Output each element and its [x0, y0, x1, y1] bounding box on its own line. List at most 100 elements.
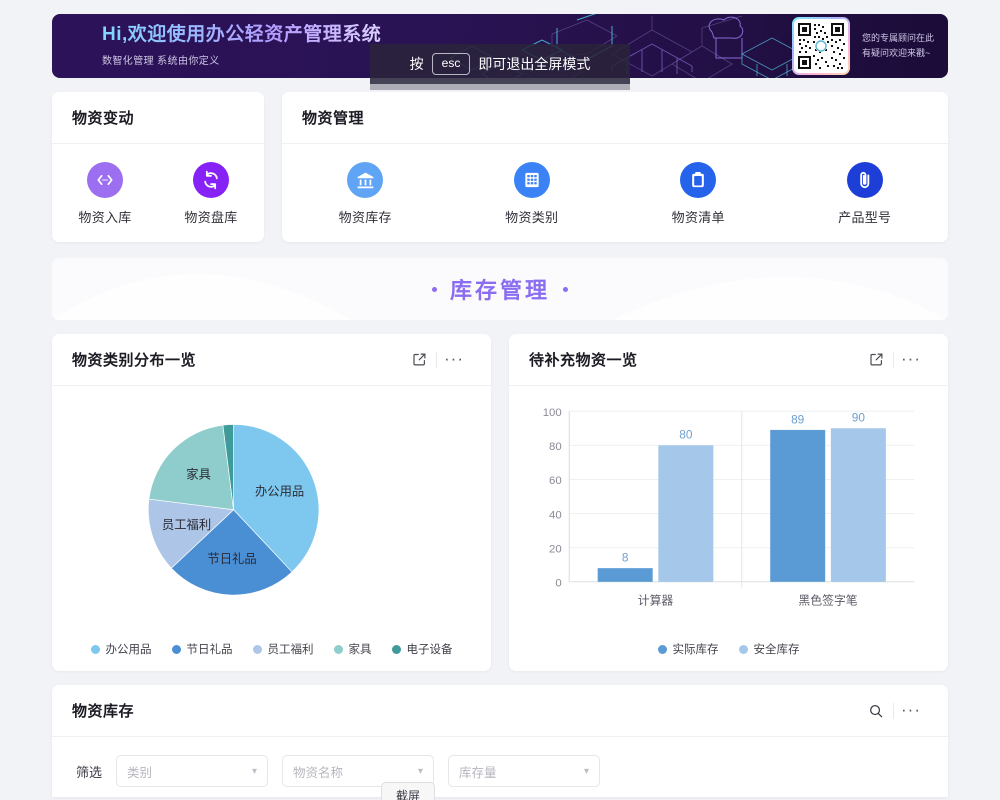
- shortcut-material-stock[interactable]: 物资库存: [282, 162, 449, 226]
- y-axis-tick: 20: [549, 543, 562, 555]
- material-change-title: 物资变动: [72, 110, 135, 127]
- filter-placeholder: 物资名称: [293, 765, 344, 780]
- category-distribution-title: 物资类别分布一览: [72, 352, 197, 369]
- material-change-card: 物资变动 物资入库: [52, 92, 264, 242]
- pie-slice-4[interactable]: [222, 424, 234, 510]
- section-title: 库存管理: [449, 278, 550, 303]
- replenish-header: 待补充物资一览 ···: [509, 334, 948, 386]
- x-axis-category-label: 计算器: [638, 594, 674, 608]
- grid-icon: [513, 162, 550, 198]
- bar-0-1[interactable]: [658, 445, 714, 582]
- pie-slice-label: 节日礼品: [207, 551, 256, 566]
- shortcut-product-model[interactable]: 产品型号: [782, 162, 949, 226]
- band-decoration: [52, 274, 948, 320]
- pie-slice-label: 办公用品: [255, 483, 304, 498]
- bank-icon: [347, 162, 384, 198]
- shortcut-label: 产品型号: [838, 210, 892, 225]
- legend-item-0[interactable]: 实际库存: [657, 641, 719, 657]
- shortcut-label: 物资入库: [78, 210, 132, 225]
- legend-swatch: [90, 644, 100, 654]
- bar-value-label: 90: [852, 411, 866, 425]
- more-dots-icon[interactable]: ···: [444, 349, 464, 369]
- paperclip-icon: [846, 162, 883, 198]
- pie-slice-2[interactable]: [147, 498, 235, 569]
- search-icon[interactable]: [859, 696, 893, 726]
- more-dots-icon[interactable]: ···: [901, 349, 921, 369]
- y-axis-tick: 60: [549, 475, 562, 487]
- qr-code-icon[interactable]: [793, 19, 848, 73]
- replenish-card: 待补充物资一览 ··· 0 20 40 60 80 100 8 80 计算器 89 90 黑色签字笔 …: [509, 334, 948, 671]
- legend-item-0[interactable]: 办公用品: [90, 641, 152, 657]
- legend-item-1[interactable]: 节日礼品: [171, 641, 233, 657]
- material-manage-header: 物资管理: [282, 92, 948, 144]
- shortcut-material-category[interactable]: 物资类别: [449, 162, 616, 226]
- y-axis-tick: 100: [543, 407, 562, 419]
- tool-separator: [893, 702, 894, 719]
- legend-label: 实际库存: [672, 644, 719, 656]
- filter-label: 筛选: [76, 764, 103, 780]
- chevron-down-icon: ▾: [583, 765, 590, 777]
- shortcut-label: 物资清单: [671, 210, 725, 225]
- bar-value-label: 8: [622, 551, 629, 565]
- bar-chart-svg: 0 20 40 60 80 100 8 80 计算器 89 90 黑色签字笔: [543, 407, 915, 608]
- shortcut-material-stocktake[interactable]: 物资盘库: [158, 162, 264, 226]
- legend-item-1[interactable]: 安全库存: [738, 641, 800, 657]
- material-manage-card: 物资管理 物资库存: [282, 92, 948, 242]
- charts-row: 物资类别分布一览 ··· 办公用品 节日礼品 员工福利 家具 办公用品 节日礼品 员工福利…: [52, 334, 948, 671]
- legend-label: 电子设备: [406, 644, 453, 656]
- section-inventory-management: 库存管理: [52, 258, 948, 320]
- legend-label: 员工福利: [267, 644, 314, 656]
- bar-legend: 实际库存 安全库存: [509, 641, 948, 671]
- filter-select-stock-amount[interactable]: 库存量 ▾: [448, 755, 601, 787]
- pie-slice-0[interactable]: [233, 424, 320, 573]
- material-manage-body: 物资库存: [282, 144, 948, 242]
- hint-shadow: [370, 84, 630, 90]
- pie-slice-3[interactable]: [148, 424, 234, 511]
- inventory-card: 物资库存 ··· 筛选 类别 ▾ 物资名称 ▾ 库: [52, 685, 948, 797]
- legend-swatch: [738, 644, 748, 654]
- banner-subtitle: 数智化管理 系统由你定义: [102, 55, 220, 67]
- hint-suffix: 即可退出全屏模式: [478, 56, 591, 72]
- banner-greeting: Hi,欢迎使用办公轻资产管理系统: [102, 24, 792, 47]
- legend-swatch: [657, 644, 667, 654]
- shortcut-material-list[interactable]: 物资清单: [615, 162, 782, 226]
- bar-chart: 0 20 40 60 80 100 8 80 计算器 89 90 黑色签字笔: [509, 386, 948, 641]
- y-axis-tick: 40: [549, 509, 562, 521]
- qr-code-frame[interactable]: [791, 17, 850, 75]
- legend-swatch: [171, 644, 181, 654]
- category-distribution-header: 物资类别分布一览 ···: [52, 334, 491, 386]
- bar-1-0[interactable]: [770, 429, 826, 582]
- tool-separator: [436, 351, 437, 368]
- inventory-filter-row: 筛选 类别 ▾ 物资名称 ▾ 库存量 ▾: [52, 737, 948, 797]
- legend-item-3[interactable]: 家具: [333, 641, 372, 657]
- hint-prefix: 按: [409, 56, 424, 72]
- external-link-icon[interactable]: [402, 345, 436, 375]
- legend-swatch: [391, 644, 401, 654]
- code-arrows-icon: [87, 162, 123, 198]
- filter-select-category[interactable]: 类别 ▾: [116, 755, 269, 787]
- bar-1-1[interactable]: [830, 428, 886, 582]
- bar-value-label: 89: [791, 412, 805, 426]
- pie-chart: 办公用品 节日礼品 员工福利 家具: [52, 386, 491, 641]
- legend-label: 安全库存: [753, 644, 800, 656]
- tool-separator: [893, 351, 894, 368]
- band-dot-left: [431, 286, 437, 292]
- shortcut-material-inbound[interactable]: 物资入库: [52, 162, 158, 226]
- filter-placeholder: 库存量: [459, 765, 497, 780]
- quick-access-row: 物资变动 物资入库: [52, 92, 948, 242]
- category-distribution-card: 物资类别分布一览 ··· 办公用品 节日礼品 员工福利 家具 办公用品 节日礼品 员工福利…: [52, 334, 491, 671]
- material-change-header: 物资变动: [52, 92, 264, 144]
- filter-select-material-name[interactable]: 物资名称 ▾: [282, 755, 435, 787]
- advisor-line-1: 您的专属顾问在此: [861, 32, 934, 43]
- pie-slice-1[interactable]: [170, 509, 293, 596]
- more-dots-icon[interactable]: ···: [901, 700, 921, 720]
- legend-item-4[interactable]: 电子设备: [391, 641, 453, 657]
- bar-0-0[interactable]: [597, 568, 653, 582]
- replenish-title: 待补充物资一览: [529, 352, 638, 369]
- legend-swatch: [252, 644, 262, 654]
- external-link-icon[interactable]: [859, 345, 893, 375]
- legend-item-2[interactable]: 员工福利: [252, 641, 314, 657]
- screenshot-button[interactable]: 截屏: [381, 782, 435, 800]
- shortcut-label: 物资库存: [338, 210, 392, 225]
